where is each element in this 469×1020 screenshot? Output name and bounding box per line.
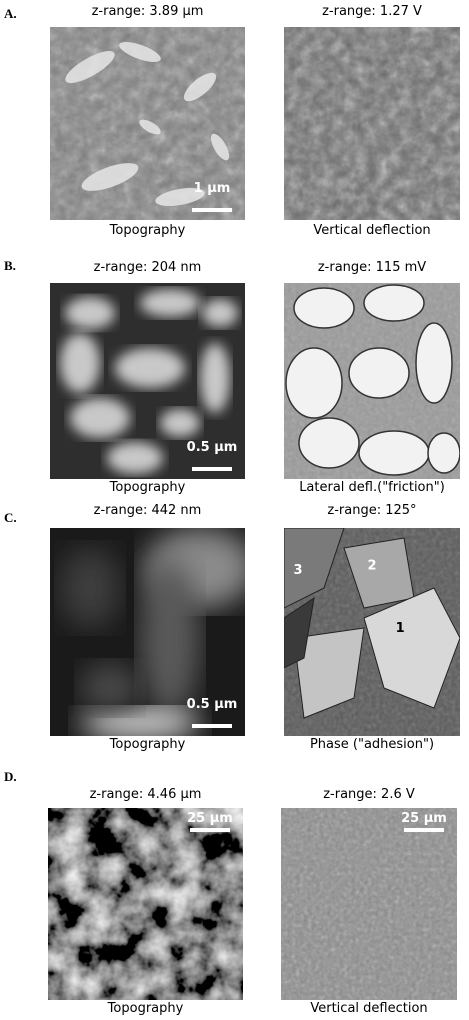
caption: Topography xyxy=(109,480,186,495)
region-label: 2 xyxy=(367,559,376,574)
caption: Topography xyxy=(109,737,186,752)
afm-image xyxy=(284,27,460,220)
caption: Topography xyxy=(109,223,186,238)
afm-image xyxy=(284,283,460,479)
afm-image xyxy=(281,808,457,1000)
texture xyxy=(284,27,460,220)
mound xyxy=(140,558,200,718)
mound xyxy=(80,663,140,713)
panel-letter: A. xyxy=(4,6,17,21)
mound xyxy=(80,708,200,738)
domain xyxy=(107,442,163,474)
scale-bar-label: 1 µm xyxy=(194,181,231,196)
texture xyxy=(281,808,457,1000)
caption: Vertical deflection xyxy=(310,1001,427,1016)
region-label: 3 xyxy=(294,563,303,578)
panel-letter: C. xyxy=(4,510,17,525)
domain xyxy=(60,333,100,393)
domain xyxy=(428,433,460,473)
domain xyxy=(299,418,359,468)
scale-bar-label: 0.5 µm xyxy=(187,697,238,712)
z-range: z-range: 4.46 µm xyxy=(90,787,202,802)
z-range: z-range: 3.89 µm xyxy=(92,4,204,19)
domain xyxy=(286,348,342,418)
scale-bar-label: 0.5 µm xyxy=(187,440,238,455)
z-range: z-range: 2.6 V xyxy=(323,787,415,802)
scale-bar-label: 25 µm xyxy=(401,811,447,826)
scale-bar-label: 25 µm xyxy=(187,811,233,826)
mound xyxy=(60,548,120,628)
domain xyxy=(140,289,200,317)
panel-letter: D. xyxy=(4,769,17,784)
texture xyxy=(48,808,243,1000)
region-label: 1 xyxy=(396,621,405,636)
panel-letter: B. xyxy=(4,258,16,273)
caption: Vertical deflection xyxy=(313,223,430,238)
caption: Topography xyxy=(107,1001,184,1016)
domain xyxy=(202,299,238,327)
domain xyxy=(200,343,230,413)
domain xyxy=(294,288,354,328)
z-range: z-range: 204 nm xyxy=(94,260,202,275)
domain xyxy=(349,348,409,398)
domain xyxy=(65,297,115,329)
z-range: z-range: 1.27 V xyxy=(322,4,422,19)
figure: A. z-range: 3.89 µm Topography 1 µm z-range:… xyxy=(0,0,469,1020)
afm-image xyxy=(48,808,243,1000)
caption: Phase ("adhesion") xyxy=(310,737,434,752)
domain xyxy=(70,398,130,438)
domain xyxy=(115,348,185,388)
domain xyxy=(416,323,452,403)
domain xyxy=(359,431,429,475)
caption: Lateral defl.("friction") xyxy=(299,480,445,495)
domain xyxy=(364,285,424,321)
z-range: z-range: 442 nm xyxy=(94,503,202,518)
z-range: z-range: 115 mV xyxy=(318,260,426,275)
domain xyxy=(160,409,200,437)
z-range: z-range: 125° xyxy=(327,503,416,518)
